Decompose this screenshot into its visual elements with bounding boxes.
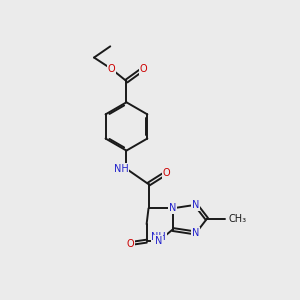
- Text: N: N: [169, 203, 176, 213]
- Text: NH: NH: [151, 232, 166, 242]
- Text: N: N: [155, 236, 162, 246]
- Text: O: O: [127, 238, 134, 248]
- Text: O: O: [107, 64, 115, 74]
- Text: NH: NH: [114, 164, 128, 174]
- Text: O: O: [140, 64, 147, 74]
- Text: N: N: [192, 228, 200, 238]
- Text: CH₃: CH₃: [229, 214, 247, 224]
- Text: O: O: [162, 168, 170, 178]
- Text: N: N: [192, 200, 200, 210]
